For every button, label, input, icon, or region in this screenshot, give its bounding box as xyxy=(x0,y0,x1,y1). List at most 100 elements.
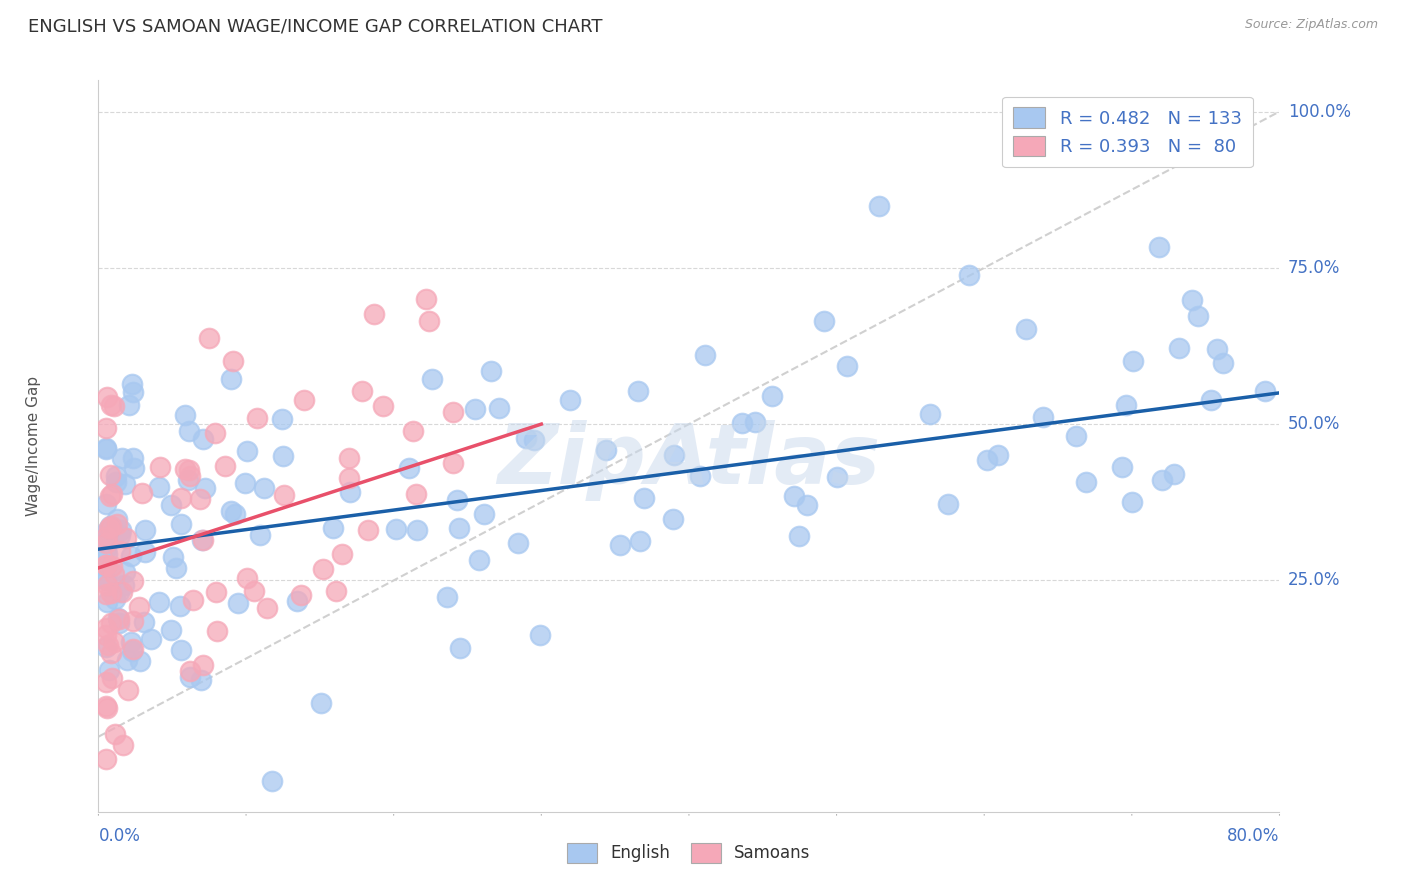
Point xyxy=(190,673,212,688)
Point xyxy=(796,498,818,512)
Point xyxy=(120,549,142,563)
Point xyxy=(121,644,143,658)
Point xyxy=(449,641,471,656)
Point xyxy=(515,431,537,445)
Point xyxy=(1150,474,1173,488)
Text: Wage/Income Gap: Wage/Income Gap xyxy=(25,376,41,516)
Point xyxy=(149,459,172,474)
Point xyxy=(179,671,201,685)
Point xyxy=(290,588,312,602)
Point xyxy=(121,615,143,629)
Point xyxy=(110,528,132,542)
Point xyxy=(181,593,204,607)
Point xyxy=(357,524,380,538)
Point xyxy=(224,507,246,521)
Point xyxy=(131,486,153,500)
Point xyxy=(94,441,117,455)
Point xyxy=(122,574,145,589)
Point xyxy=(1254,384,1277,399)
Point xyxy=(111,585,134,599)
Point xyxy=(174,408,197,422)
Text: 25.0%: 25.0% xyxy=(1288,572,1340,590)
Point xyxy=(134,545,156,559)
Point xyxy=(108,544,131,558)
Point xyxy=(529,627,551,641)
Point xyxy=(122,641,145,656)
Point xyxy=(105,469,128,483)
Point xyxy=(633,491,655,505)
Point xyxy=(398,461,420,475)
Text: 75.0%: 75.0% xyxy=(1288,259,1340,277)
Point xyxy=(363,307,385,321)
Point xyxy=(761,389,783,403)
Text: ZipAtlas: ZipAtlas xyxy=(498,420,880,501)
Point xyxy=(103,634,125,648)
Text: 50.0%: 50.0% xyxy=(1288,415,1340,434)
Point xyxy=(103,726,125,740)
Point xyxy=(177,424,200,438)
Point xyxy=(148,480,170,494)
Point xyxy=(96,594,118,608)
Point xyxy=(468,553,491,567)
Point xyxy=(94,752,117,766)
Point xyxy=(481,364,503,378)
Point xyxy=(339,471,361,485)
Point xyxy=(446,493,468,508)
Point xyxy=(179,469,201,483)
Point xyxy=(94,559,117,574)
Point xyxy=(221,504,243,518)
Point xyxy=(97,529,120,543)
Point xyxy=(418,314,440,328)
Point xyxy=(177,473,200,487)
Point xyxy=(292,392,315,407)
Point xyxy=(122,451,145,466)
Point xyxy=(191,533,214,547)
Point xyxy=(236,444,259,458)
Point xyxy=(169,491,191,505)
Text: Source: ZipAtlas.com: Source: ZipAtlas.com xyxy=(1244,18,1378,31)
Point xyxy=(228,596,250,610)
Point xyxy=(523,433,546,447)
Point xyxy=(405,486,427,500)
Point xyxy=(1147,240,1170,254)
Point xyxy=(609,538,631,552)
Point xyxy=(1122,354,1144,368)
Point xyxy=(96,530,118,544)
Point xyxy=(371,399,394,413)
Point xyxy=(94,573,117,587)
Point xyxy=(243,584,266,599)
Point xyxy=(134,615,156,630)
Point xyxy=(689,469,711,483)
Point xyxy=(94,536,117,550)
Text: 0.0%: 0.0% xyxy=(98,828,141,846)
Point xyxy=(385,522,408,536)
Point xyxy=(595,443,617,458)
Point xyxy=(422,372,444,386)
Point xyxy=(246,410,269,425)
Point xyxy=(205,584,228,599)
Point xyxy=(101,558,124,573)
Point xyxy=(449,521,471,535)
Point xyxy=(1212,356,1234,370)
Point xyxy=(159,624,181,638)
Point xyxy=(170,642,193,657)
Point xyxy=(285,594,308,608)
Point xyxy=(129,654,152,668)
Point xyxy=(122,460,145,475)
Point xyxy=(148,595,170,609)
Point xyxy=(114,477,136,491)
Point xyxy=(115,653,138,667)
Point xyxy=(105,517,128,532)
Point xyxy=(114,566,136,580)
Point xyxy=(100,398,122,412)
Point xyxy=(174,462,197,476)
Point xyxy=(111,738,134,752)
Point xyxy=(627,384,650,399)
Point xyxy=(191,432,214,446)
Point xyxy=(94,640,117,654)
Point xyxy=(731,416,754,430)
Point xyxy=(160,498,183,512)
Point xyxy=(100,468,122,483)
Point xyxy=(332,548,354,562)
Point xyxy=(94,587,117,601)
